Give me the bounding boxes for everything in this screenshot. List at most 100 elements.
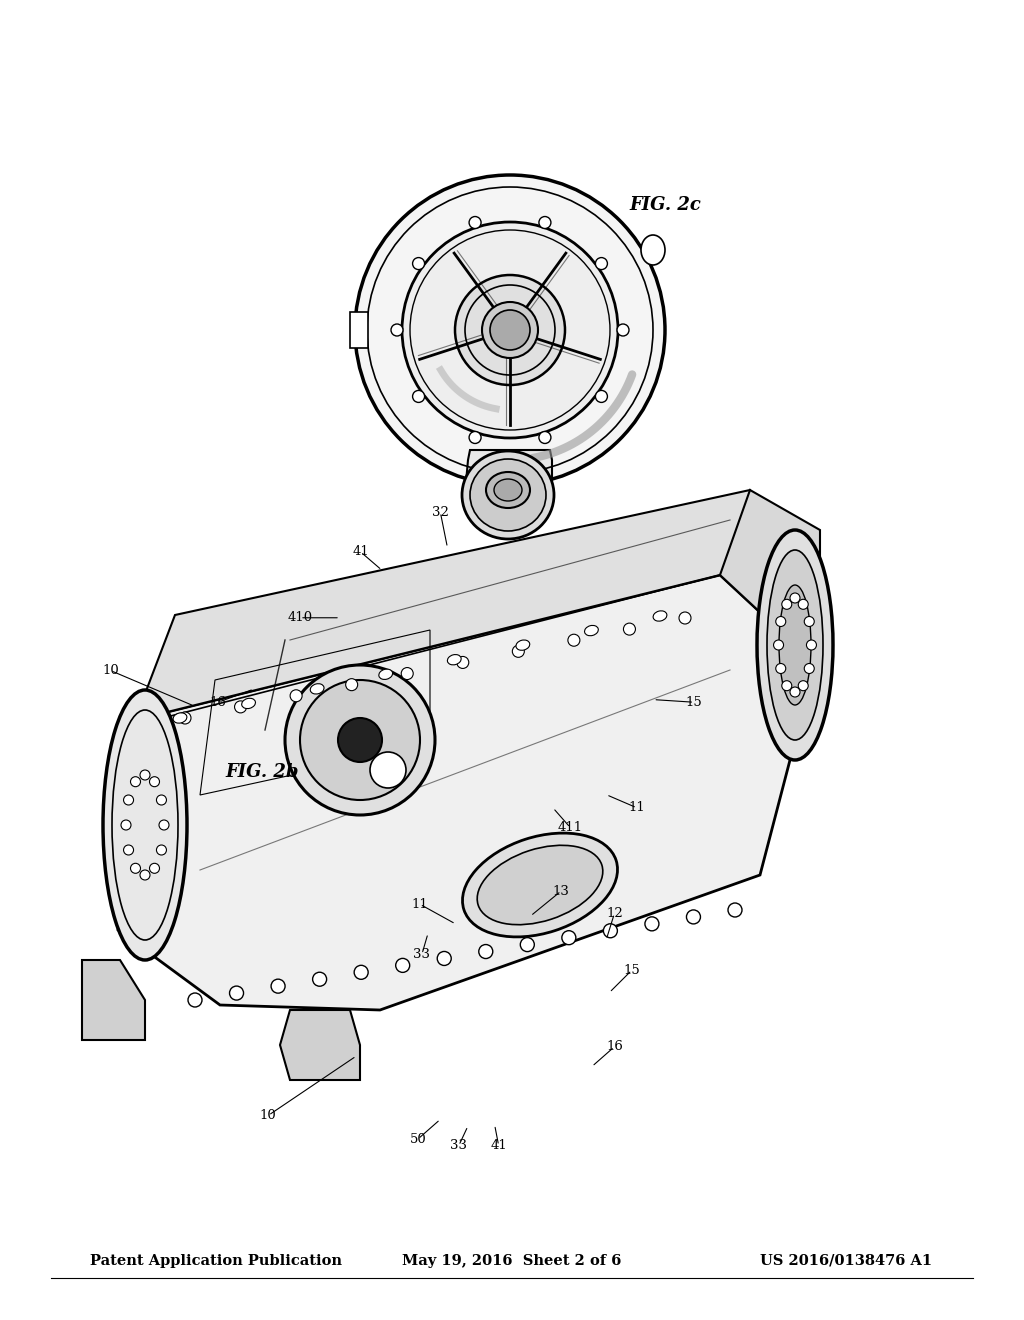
Text: 11: 11: [629, 801, 645, 814]
Ellipse shape: [617, 323, 629, 337]
Ellipse shape: [479, 945, 493, 958]
Text: FIG. 2c: FIG. 2c: [630, 195, 701, 214]
Ellipse shape: [130, 776, 140, 787]
Ellipse shape: [346, 678, 357, 690]
Polygon shape: [118, 576, 790, 1010]
Ellipse shape: [781, 599, 792, 610]
Ellipse shape: [229, 986, 244, 1001]
Text: May 19, 2016  Sheet 2 of 6: May 19, 2016 Sheet 2 of 6: [402, 1254, 622, 1267]
Ellipse shape: [490, 310, 530, 350]
Ellipse shape: [179, 711, 191, 723]
Ellipse shape: [728, 903, 742, 917]
Ellipse shape: [539, 432, 551, 444]
Ellipse shape: [124, 795, 133, 805]
Text: 33: 33: [451, 1139, 467, 1152]
Ellipse shape: [150, 776, 160, 787]
Ellipse shape: [159, 820, 169, 830]
Ellipse shape: [462, 451, 554, 539]
Ellipse shape: [486, 473, 530, 508]
Bar: [350, 312, 368, 348]
Text: 41: 41: [490, 1139, 507, 1152]
Ellipse shape: [157, 845, 167, 855]
Text: 12: 12: [606, 907, 623, 920]
Ellipse shape: [645, 917, 658, 931]
Ellipse shape: [447, 655, 461, 665]
Ellipse shape: [395, 958, 410, 973]
Ellipse shape: [641, 235, 665, 265]
Ellipse shape: [271, 979, 285, 993]
Ellipse shape: [804, 664, 814, 673]
Ellipse shape: [686, 909, 700, 924]
Ellipse shape: [757, 531, 833, 760]
Ellipse shape: [595, 257, 607, 269]
Ellipse shape: [585, 626, 598, 636]
Text: FIG. 2b: FIG. 2b: [225, 763, 299, 781]
Ellipse shape: [188, 993, 202, 1007]
Ellipse shape: [562, 931, 575, 945]
Ellipse shape: [470, 459, 546, 531]
Ellipse shape: [512, 645, 524, 657]
Ellipse shape: [482, 302, 538, 358]
Ellipse shape: [402, 222, 618, 438]
Ellipse shape: [568, 634, 580, 647]
Text: 50: 50: [410, 1133, 426, 1146]
Text: 33: 33: [414, 948, 430, 961]
Polygon shape: [280, 1010, 360, 1080]
Ellipse shape: [781, 681, 792, 690]
Ellipse shape: [354, 965, 369, 979]
Ellipse shape: [379, 669, 392, 680]
Text: 11: 11: [412, 898, 428, 911]
Ellipse shape: [653, 611, 667, 622]
Ellipse shape: [140, 770, 150, 780]
Ellipse shape: [140, 870, 150, 880]
Text: 16: 16: [606, 1040, 623, 1053]
Text: 13: 13: [553, 884, 569, 898]
Ellipse shape: [603, 924, 617, 937]
Text: 41: 41: [352, 545, 369, 558]
Ellipse shape: [539, 216, 551, 228]
Ellipse shape: [457, 656, 469, 668]
Ellipse shape: [234, 701, 247, 713]
Ellipse shape: [285, 665, 435, 814]
Ellipse shape: [776, 616, 785, 627]
Ellipse shape: [310, 684, 324, 694]
Ellipse shape: [103, 690, 187, 960]
Ellipse shape: [338, 718, 382, 762]
Ellipse shape: [776, 664, 785, 673]
Text: 16: 16: [210, 696, 226, 709]
Ellipse shape: [516, 640, 529, 651]
Ellipse shape: [455, 275, 565, 385]
Ellipse shape: [679, 612, 691, 624]
Ellipse shape: [413, 391, 425, 403]
Text: 10: 10: [102, 664, 119, 677]
Polygon shape: [720, 490, 820, 760]
Text: 32: 32: [432, 506, 449, 519]
Ellipse shape: [804, 616, 814, 627]
Ellipse shape: [790, 593, 800, 603]
Ellipse shape: [469, 432, 481, 444]
Ellipse shape: [312, 973, 327, 986]
Ellipse shape: [790, 686, 800, 697]
Text: 10: 10: [260, 1109, 276, 1122]
Ellipse shape: [477, 845, 603, 925]
Ellipse shape: [520, 937, 535, 952]
Ellipse shape: [121, 820, 131, 830]
Ellipse shape: [437, 952, 452, 965]
Text: 15: 15: [686, 696, 702, 709]
Text: 410: 410: [288, 611, 312, 624]
Ellipse shape: [595, 391, 607, 403]
Ellipse shape: [807, 640, 816, 649]
Ellipse shape: [130, 863, 140, 874]
Ellipse shape: [469, 216, 481, 228]
Ellipse shape: [150, 863, 160, 874]
Ellipse shape: [173, 713, 187, 723]
Ellipse shape: [157, 795, 167, 805]
Text: 15: 15: [624, 964, 640, 977]
Ellipse shape: [242, 698, 255, 709]
Ellipse shape: [779, 585, 811, 705]
Polygon shape: [82, 960, 145, 1040]
Ellipse shape: [767, 550, 823, 741]
Ellipse shape: [799, 681, 808, 690]
Polygon shape: [135, 490, 790, 719]
Ellipse shape: [773, 640, 783, 649]
